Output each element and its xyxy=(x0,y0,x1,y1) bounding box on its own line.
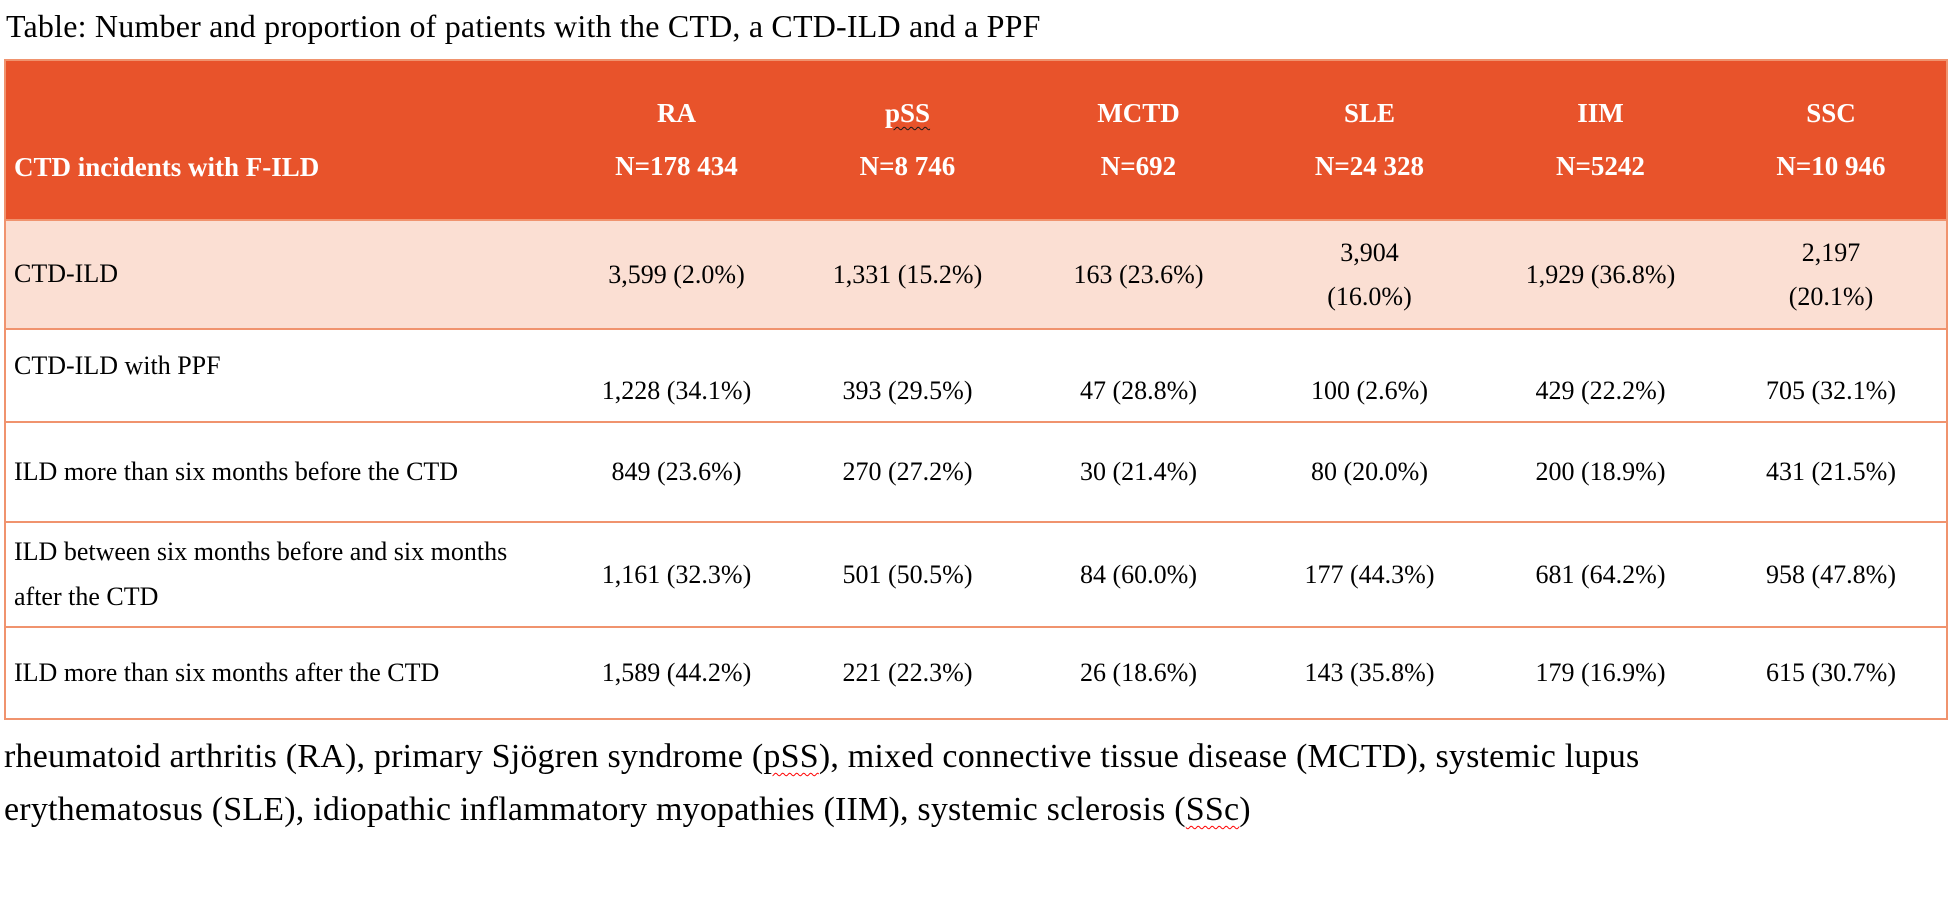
table-cell: 1,929 (36.8%) xyxy=(1485,220,1716,330)
table-row-ild-before-ctd: ILD more than six months before the CTD … xyxy=(5,422,1947,523)
table-cell: 3,904 (16.0%) xyxy=(1254,220,1485,330)
column-n-count: N=10 946 xyxy=(1776,151,1886,181)
table-cell: 30 (21.4%) xyxy=(1023,422,1254,523)
header-row: CTD incidents with F-ILD RA N=178 434 pS… xyxy=(5,60,1947,221)
footnote-text: ) xyxy=(1239,791,1251,828)
table-title: Table: Number and proportion of patients… xyxy=(6,8,1041,44)
table-row-ctd-ild: CTD-ILD 3,599 (2.0%) 1,331 (15.2%) 163 (… xyxy=(5,220,1947,330)
table-cell: 429 (22.2%) xyxy=(1485,329,1716,423)
table-cell: 84 (60.0%) xyxy=(1023,522,1254,628)
column-name: RA xyxy=(657,98,696,128)
table-row-ctd-ild-with-ppf: CTD-ILD with PPF 1,228 (34.1%) 393 (29.5… xyxy=(5,329,1947,423)
row-label: ILD between six months before and six mo… xyxy=(5,522,561,628)
table-row-ild-after-ctd: ILD more than six months after the CTD 1… xyxy=(5,627,1947,720)
row-label: CTD-ILD with PPF xyxy=(5,329,561,423)
abbreviations-footnote: rheumatoid arthritis (RA), primary Sjögr… xyxy=(0,720,1644,836)
column-n-count: N=178 434 xyxy=(615,151,738,181)
table-cell: 26 (18.6%) xyxy=(1023,627,1254,720)
table-cell: 393 (29.5%) xyxy=(792,329,1023,423)
table-cell: 177 (44.3%) xyxy=(1254,522,1485,628)
table-cell: 80 (20.0%) xyxy=(1254,422,1485,523)
column-n-count: N=24 328 xyxy=(1314,151,1425,181)
column-name: IIM xyxy=(1577,98,1624,128)
column-name: MCTD xyxy=(1097,98,1180,128)
column-name: SLE xyxy=(1343,98,1396,128)
table-cell: 1,161 (32.3%) xyxy=(561,522,792,628)
table-cell: 143 (35.8%) xyxy=(1254,627,1485,720)
table-cell: 705 (32.1%) xyxy=(1716,329,1947,423)
table-cell: 3,599 (2.0%) xyxy=(561,220,792,330)
table-cell: 849 (23.6%) xyxy=(561,422,792,523)
column-name: pSS xyxy=(792,100,1023,127)
column-header-mctd: MCTD N=692 xyxy=(1023,60,1254,221)
table-cell: 179 (16.9%) xyxy=(1485,627,1716,720)
column-header-iim: IIM N=5242 xyxy=(1485,60,1716,221)
table-cell: 501 (50.5%) xyxy=(792,522,1023,628)
table-cell: 163 (23.6%) xyxy=(1023,220,1254,330)
column-header-ra: RA N=178 434 xyxy=(561,60,792,221)
table-cell: 200 (18.9%) xyxy=(1485,422,1716,523)
column-n-count: N=8 746 xyxy=(859,151,956,181)
column-n-count: N=5242 xyxy=(1556,151,1645,181)
column-n-count: N=692 xyxy=(1100,151,1177,181)
column-header-pss: pSS N=8 746 xyxy=(792,60,1023,221)
table-row-ild-between-six-months: ILD between six months before and six mo… xyxy=(5,522,1947,628)
footnote-text: rheumatoid arthritis (RA), primary Sjögr… xyxy=(4,738,764,775)
table-cell: 958 (47.8%) xyxy=(1716,522,1947,628)
column-name: SSC xyxy=(1806,98,1856,128)
row-label: ILD more than six months before the CTD xyxy=(5,422,561,523)
spellcheck-underlined-text: pSS xyxy=(763,738,819,775)
spellcheck-underlined-text: pSS xyxy=(884,98,931,128)
footnote-text: ), mixed connective tissue disease (MCTD… xyxy=(4,738,1640,828)
row-label: ILD more than six months after the CTD xyxy=(5,627,561,720)
table-cell: 1,589 (44.2%) xyxy=(561,627,792,720)
column-header-sle: SLE N=24 328 xyxy=(1254,60,1485,221)
row-label: CTD-ILD xyxy=(5,220,561,330)
table-cell: 1,331 (15.2%) xyxy=(792,220,1023,330)
table-cell: 221 (22.3%) xyxy=(792,627,1023,720)
header-label-cell: CTD incidents with F-ILD xyxy=(5,60,561,221)
table-cell: 100 (2.6%) xyxy=(1254,329,1485,423)
spellcheck-underlined-text: SSc xyxy=(1185,791,1240,828)
column-header-ssc: SSC N=10 946 xyxy=(1716,60,1947,221)
ctd-ild-ppf-table: CTD incidents with F-ILD RA N=178 434 pS… xyxy=(4,59,1948,720)
table-cell: 2,197 (20.1%) xyxy=(1716,220,1947,330)
table-cell: 1,228 (34.1%) xyxy=(561,329,792,423)
table-cell: 615 (30.7%) xyxy=(1716,627,1947,720)
table-cell: 47 (28.8%) xyxy=(1023,329,1254,423)
table-cell: 431 (21.5%) xyxy=(1716,422,1947,523)
table-cell: 681 (64.2%) xyxy=(1485,522,1716,628)
table-cell: 270 (27.2%) xyxy=(792,422,1023,523)
